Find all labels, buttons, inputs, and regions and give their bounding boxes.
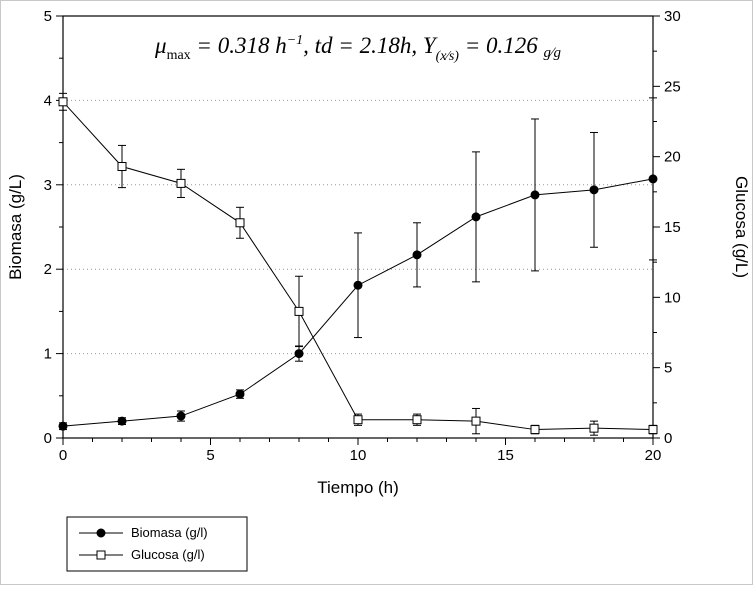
y-left-tick-label: 1 — [44, 346, 52, 363]
legend: Biomasa (g/l) Glucosa (g/l) — [66, 516, 248, 572]
kinetics-annotation: μmax = 0.318 h−1, td = 2.18h, Y(x⁄s) = 0… — [154, 33, 561, 64]
data-point-glucosa — [530, 425, 540, 435]
data-point-biomasa — [117, 416, 127, 426]
data-point-biomasa — [648, 174, 658, 184]
legend-item-glucosa: Glucosa (g/l) — [79, 547, 205, 562]
x-tick-label: 10 — [350, 447, 367, 464]
data-point-glucosa — [294, 306, 304, 316]
legend-item-biomasa: Biomasa (g/l) — [79, 525, 208, 540]
data-point-biomasa — [353, 280, 363, 290]
y-left-tick-label: 5 — [44, 8, 52, 25]
h-exponent: −1 — [287, 33, 303, 48]
y-right-tick-label: 20 — [664, 149, 681, 166]
data-point-biomasa — [412, 250, 422, 260]
data-point-biomasa — [589, 185, 599, 195]
yield-value: = 0.126 — [459, 33, 544, 58]
data-point-biomasa — [530, 190, 540, 200]
y-right-tick-label: 0 — [664, 430, 672, 447]
y-right-tick-label: 30 — [664, 8, 681, 25]
data-point-glucosa — [589, 423, 599, 433]
x-axis-title: Tiempo (h) — [317, 478, 399, 497]
filled-circle-marker-icon — [96, 528, 106, 538]
data-point-biomasa — [235, 389, 245, 399]
series-glucosa — [58, 92, 658, 436]
data-point-glucosa — [648, 425, 658, 435]
legend-box — [66, 516, 248, 572]
y-right-tick-label: 15 — [664, 219, 681, 236]
y-left-tick-label: 3 — [44, 177, 52, 194]
right-y-axis-title: Glucosa (g/L) — [732, 176, 751, 278]
data-point-glucosa — [412, 415, 422, 425]
h-symbol: h — [275, 33, 287, 58]
data-point-biomasa — [294, 349, 304, 359]
y-right-tick-label: 10 — [664, 289, 681, 306]
left-y-axis-title: Biomasa (g/L) — [6, 174, 25, 280]
series-biomasa — [58, 97, 658, 431]
x-tick-label: 5 — [206, 447, 214, 464]
y-right-tick-label: 5 — [664, 360, 672, 377]
x-tick-label: 0 — [59, 447, 67, 464]
open-square-marker-icon — [96, 550, 106, 560]
data-point-glucosa — [176, 178, 186, 188]
data-point-biomasa — [471, 212, 481, 222]
y-left-tick-label: 0 — [44, 430, 52, 447]
yield-subscript: (x⁄s) — [436, 49, 460, 64]
td-and-yield: , td = 2.18h, Y — [303, 33, 438, 58]
data-point-glucosa — [471, 416, 481, 426]
x-tick-label: 20 — [645, 447, 662, 464]
data-point-glucosa — [117, 162, 127, 172]
y-right-tick-label: 25 — [664, 78, 681, 95]
data-point-glucosa — [353, 415, 363, 425]
plot-border — [62, 15, 654, 439]
legend-label-biomasa: Biomasa (g/l) — [131, 525, 208, 540]
yield-units: g⁄g — [543, 45, 561, 61]
x-tick-label: 15 — [497, 447, 514, 464]
mu-subscript: max — [167, 48, 191, 63]
data-point-glucosa — [58, 97, 68, 107]
data-point-biomasa — [58, 421, 68, 431]
y-left-tick-label: 2 — [44, 261, 52, 278]
legend-label-glucosa: Glucosa (g/l) — [131, 547, 205, 562]
y-left-tick-label: 4 — [44, 92, 52, 109]
mu-value: = 0.318 — [191, 33, 276, 58]
data-series — [58, 92, 658, 436]
data-point-biomasa — [176, 411, 186, 421]
mu-symbol: μ — [154, 33, 167, 58]
data-point-glucosa — [235, 218, 245, 228]
